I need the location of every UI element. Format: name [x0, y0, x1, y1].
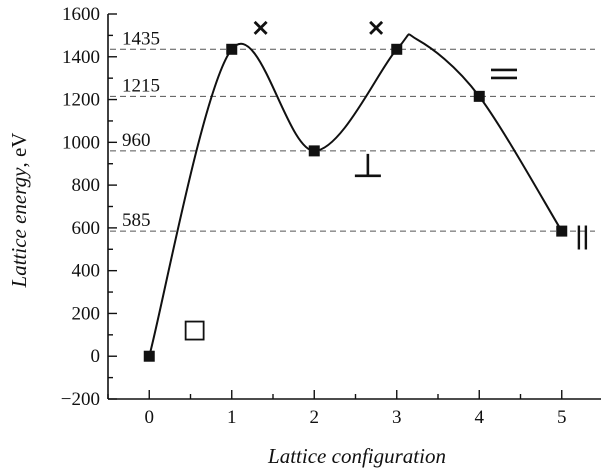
- y-tick-label-5: 800: [72, 175, 101, 196]
- y-tick-label-4: 600: [72, 218, 101, 239]
- y-tick-label-3: 400: [72, 261, 101, 282]
- x-axis-title: Lattice configuration: [267, 444, 446, 468]
- x-tick-label-4: 4: [475, 407, 485, 428]
- reference-lines: 1435 1215 960 585: [110, 28, 595, 232]
- double-vertical-icon: [577, 225, 588, 250]
- y-axis-title-main: Lattice energy: [7, 167, 31, 289]
- cross-icon-2: [369, 20, 384, 35]
- y-tick-label-6: 1000: [62, 132, 100, 153]
- energy-curve-group: [148, 33, 563, 357]
- reference-label-960: 960: [122, 130, 151, 151]
- x-tick-label-0: 0: [145, 407, 155, 428]
- x-tick-label-5: 5: [557, 407, 567, 428]
- vacancy-square-icon: [184, 320, 205, 341]
- vacancy-square-icon-shape: [184, 320, 205, 341]
- cross-icon-1: [253, 20, 268, 35]
- data-point-5: [556, 225, 568, 237]
- reference-label-585: 585: [122, 210, 151, 231]
- data-point-1: [226, 43, 238, 55]
- y-tick-label-2: 200: [72, 303, 101, 324]
- cross-icon-2-stroke-b: [369, 20, 384, 35]
- data-point-2: [308, 145, 320, 157]
- reference-label-1435: 1435: [122, 28, 160, 49]
- double-horizontal-icon: [491, 68, 517, 80]
- y-tick-label-8: 1400: [62, 47, 100, 68]
- data-point-3: [391, 43, 403, 55]
- x-tick-label-1: 1: [227, 407, 237, 428]
- data-point-4: [473, 90, 485, 102]
- cross-icon-1-stroke-b: [253, 20, 268, 35]
- y-tick-label-7: 1200: [62, 90, 100, 111]
- reference-label-1215: 1215: [122, 75, 160, 96]
- x-tick-label-2: 2: [310, 407, 320, 428]
- data-markers: [143, 43, 568, 362]
- data-point-0: [143, 350, 155, 362]
- energy-curve: [148, 33, 563, 357]
- perpendicular-icon: [354, 153, 381, 178]
- axes: −200 0 200 400 600 800 1000 1200 1400 1600 0 1 2 3 4 5: [61, 4, 601, 428]
- y-tick-label-1: 0: [91, 346, 101, 367]
- y-axis-title: Lattice energy, eV: [7, 133, 31, 289]
- configuration-glyphs: [184, 20, 588, 341]
- y-tick-label-0: −200: [61, 389, 100, 410]
- x-tick-label-3: 3: [392, 407, 402, 428]
- y-axis-title-unit: , eV: [7, 133, 31, 168]
- y-tick-label-9: 1600: [62, 4, 100, 25]
